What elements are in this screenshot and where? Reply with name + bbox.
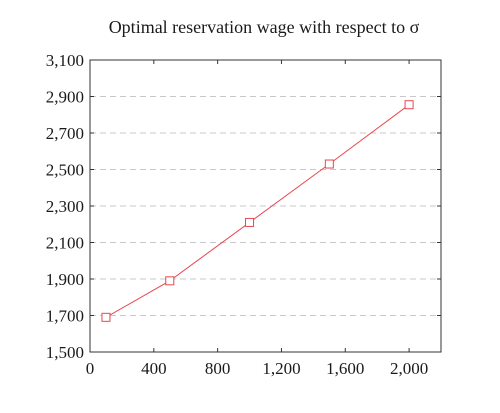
y-tick-label: 2,100: [46, 234, 84, 253]
x-tick-label: 800: [205, 359, 231, 378]
y-tick-label: 3,100: [46, 51, 84, 70]
data-point: [165, 276, 175, 286]
series-layer: [101, 100, 414, 322]
y-axis-tick-labels: 1,500 1,700 1,900 2,100 2,300 2,500 2,700 2,900…: [46, 51, 84, 362]
x-tick-label: 2,000: [390, 359, 428, 378]
y-tick-label: 2,300: [46, 197, 84, 216]
y-tick-label: 2,900: [46, 88, 84, 107]
x-tick-label: 400: [141, 359, 167, 378]
x-tick-label: 1,600: [326, 359, 364, 378]
y-tick-label: 1,900: [46, 270, 84, 289]
y-tick-label: 2,700: [46, 124, 84, 143]
y-tick-label: 1,700: [46, 307, 84, 326]
x-axis-tick-labels: 0 400 800 1,200 1,600 2,000: [86, 359, 428, 378]
data-point: [324, 159, 334, 169]
data-point: [245, 217, 255, 227]
x-tick-label: 1,200: [262, 359, 300, 378]
data-point: [101, 312, 111, 322]
x-tick-label: 0: [86, 359, 95, 378]
grid-lines: [90, 96, 441, 316]
chart-title: Optimal reservation wage with respect to…: [109, 17, 420, 37]
axis-ticks: [89, 59, 441, 353]
series-line: [105, 104, 410, 318]
y-tick-label: 1,500: [46, 343, 84, 362]
y-tick-label: 2,500: [46, 161, 84, 180]
data-point: [404, 100, 414, 110]
